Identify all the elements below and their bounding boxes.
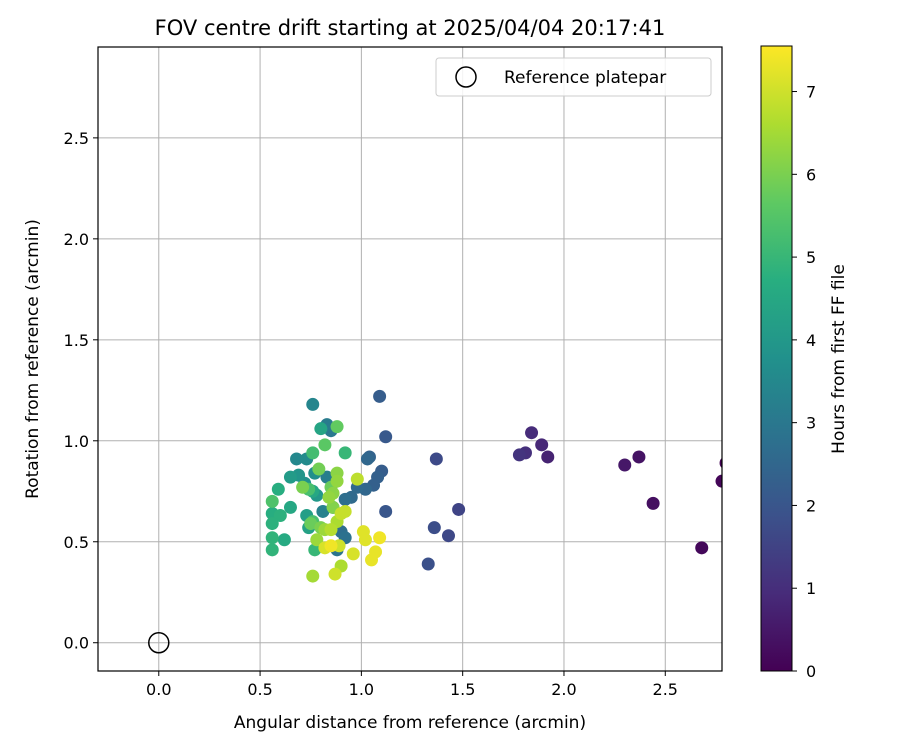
- colorbar-tick-label: 1: [806, 579, 816, 598]
- colorbar-tick-label: 7: [806, 83, 816, 102]
- x-tick-label: 1.0: [349, 680, 374, 699]
- x-tick-label: 0.0: [146, 680, 171, 699]
- y-tick-label: 2.0: [64, 230, 89, 249]
- y-axis-label: Rotation from reference (arcmin): [23, 219, 43, 499]
- data-point: [441, 529, 455, 543]
- data-point: [346, 547, 360, 561]
- colorbar-tick-label: 3: [806, 414, 816, 433]
- data-point: [358, 533, 372, 547]
- x-tick-label: 0.5: [247, 680, 272, 699]
- data-point: [350, 472, 364, 486]
- x-axis-ticks: 0.0 0.5 1.0 1.5 2.0 2.5: [146, 671, 678, 699]
- data-points: [265, 389, 722, 583]
- colorbar-tick-label: 2: [806, 496, 816, 515]
- data-point: [324, 539, 338, 553]
- colorbar: 0 1 2 3 4 5 6 7 Hours from first FF file: [760, 45, 849, 681]
- data-point: [316, 504, 330, 518]
- chart-title: FOV centre drift starting at 2025/04/04 …: [155, 16, 666, 40]
- data-point: [715, 474, 722, 488]
- data-point: [338, 492, 352, 506]
- data-point: [306, 569, 320, 583]
- y-tick-label: 0.5: [64, 533, 89, 552]
- data-point: [360, 452, 374, 466]
- data-point: [324, 523, 338, 537]
- colorbar-tick-label: 6: [806, 165, 816, 184]
- data-point: [322, 490, 336, 504]
- y-tick-label: 0.0: [64, 634, 89, 653]
- data-point: [369, 545, 383, 559]
- legend-marker-icon: [455, 66, 477, 88]
- data-point: [314, 422, 328, 436]
- data-point: [306, 446, 320, 460]
- colorbar-tick-label: 0: [806, 662, 816, 681]
- colorbar-ticks: 0 1 2 3 4 5 6 7: [792, 83, 816, 681]
- legend-box: [435, 57, 712, 97]
- data-point: [429, 452, 443, 466]
- x-tick-label: 1.5: [450, 680, 475, 699]
- data-point: [265, 517, 279, 531]
- data-point: [719, 457, 722, 469]
- data-point: [271, 482, 285, 496]
- plot-frame: [97, 46, 723, 672]
- legend-entry-reference: Reference platepar: [504, 68, 666, 88]
- data-point: [379, 430, 393, 444]
- data-point: [512, 448, 526, 462]
- data-point: [328, 567, 342, 581]
- data-point: [310, 533, 324, 547]
- colorbar-gradient: [760, 45, 793, 672]
- data-point: [695, 541, 709, 555]
- data-point: [320, 470, 334, 484]
- data-point: [290, 452, 304, 466]
- grid-lines: [98, 47, 722, 671]
- data-point: [632, 450, 646, 464]
- data-point: [646, 496, 660, 510]
- data-point: [452, 502, 466, 516]
- data-point: [427, 521, 441, 535]
- data-point: [338, 504, 352, 518]
- data-point: [330, 474, 344, 488]
- data-point: [373, 389, 387, 403]
- data-point: [296, 480, 310, 494]
- y-axis-ticks: 0.0 0.5 1.0 1.5 2.0 2.5: [64, 129, 98, 653]
- data-point: [535, 438, 549, 452]
- data-point: [541, 450, 555, 464]
- y-tick-label: 2.5: [64, 129, 89, 148]
- colorbar-tick-label: 5: [806, 248, 816, 267]
- x-tick-label: 2.5: [653, 680, 678, 699]
- data-point: [265, 543, 279, 557]
- data-point: [379, 504, 393, 518]
- x-axis-label: Angular distance from reference (arcmin): [234, 713, 586, 733]
- data-point: [306, 397, 320, 411]
- x-tick-label: 2.0: [551, 680, 576, 699]
- data-point: [330, 420, 344, 434]
- reference-marker: [148, 631, 170, 654]
- data-point: [421, 557, 435, 571]
- data-point: [338, 446, 352, 460]
- y-tick-label: 1.5: [64, 331, 89, 350]
- data-point: [304, 517, 318, 531]
- colorbar-label: Hours from first FF file: [829, 264, 849, 454]
- data-point: [373, 531, 387, 545]
- data-point: [283, 470, 297, 484]
- data-point: [283, 500, 297, 514]
- y-tick-label: 1.0: [64, 432, 89, 451]
- data-point: [318, 438, 332, 452]
- legend: Reference platepar: [435, 57, 712, 97]
- data-point: [308, 543, 322, 557]
- data-point: [618, 458, 632, 472]
- data-point: [265, 494, 279, 508]
- data-point: [312, 462, 326, 476]
- colorbar-tick-label: 4: [806, 331, 816, 350]
- data-point: [277, 533, 291, 547]
- reference-point: [148, 631, 170, 654]
- data-point: [273, 509, 287, 523]
- data-point: [265, 531, 279, 545]
- data-point: [525, 426, 539, 440]
